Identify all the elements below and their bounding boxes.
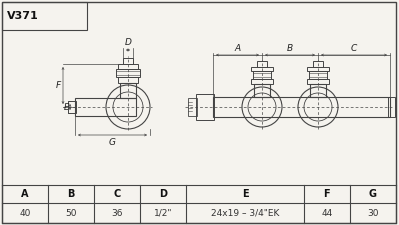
- Text: A: A: [21, 189, 29, 199]
- Bar: [116, 69, 140, 77]
- Text: 24x19 – 3/4"EK: 24x19 – 3/4"EK: [211, 209, 279, 218]
- Bar: [307, 79, 329, 84]
- Text: C: C: [114, 189, 121, 199]
- Bar: [68, 101, 76, 113]
- Bar: [118, 64, 138, 69]
- Bar: [307, 67, 329, 71]
- Text: B: B: [287, 44, 293, 53]
- Text: 44: 44: [321, 209, 332, 218]
- Text: F: F: [56, 81, 61, 90]
- Bar: [254, 84, 270, 97]
- Text: 40: 40: [20, 209, 31, 218]
- Bar: [388, 97, 395, 117]
- Bar: [188, 98, 197, 116]
- Bar: [313, 61, 323, 67]
- Bar: [123, 58, 133, 64]
- Text: 1/2": 1/2": [154, 209, 173, 218]
- Text: C: C: [351, 44, 357, 53]
- Bar: [253, 71, 271, 79]
- Text: B: B: [67, 189, 75, 199]
- Text: V371: V371: [7, 11, 39, 21]
- Text: 36: 36: [112, 209, 123, 218]
- Bar: [213, 97, 390, 117]
- Text: A: A: [235, 44, 241, 53]
- Text: 50: 50: [65, 209, 77, 218]
- Text: E: E: [242, 189, 249, 199]
- Text: F: F: [324, 189, 330, 199]
- Bar: [310, 84, 326, 97]
- Bar: [2, 2, 87, 30]
- Bar: [75, 98, 136, 116]
- Bar: [257, 61, 267, 67]
- Bar: [251, 79, 273, 84]
- Text: E: E: [64, 103, 69, 112]
- Text: G: G: [369, 189, 377, 199]
- Bar: [118, 77, 138, 83]
- Bar: [309, 71, 327, 79]
- Text: G: G: [109, 138, 116, 147]
- Bar: [251, 67, 273, 71]
- Text: D: D: [160, 189, 168, 199]
- Text: 30: 30: [367, 209, 379, 218]
- Bar: [120, 83, 136, 98]
- Text: D: D: [124, 38, 131, 47]
- Bar: [196, 94, 214, 120]
